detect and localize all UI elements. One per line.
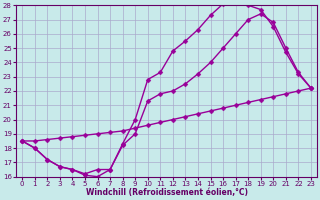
X-axis label: Windchill (Refroidissement éolien,°C): Windchill (Refroidissement éolien,°C) (85, 188, 248, 197)
